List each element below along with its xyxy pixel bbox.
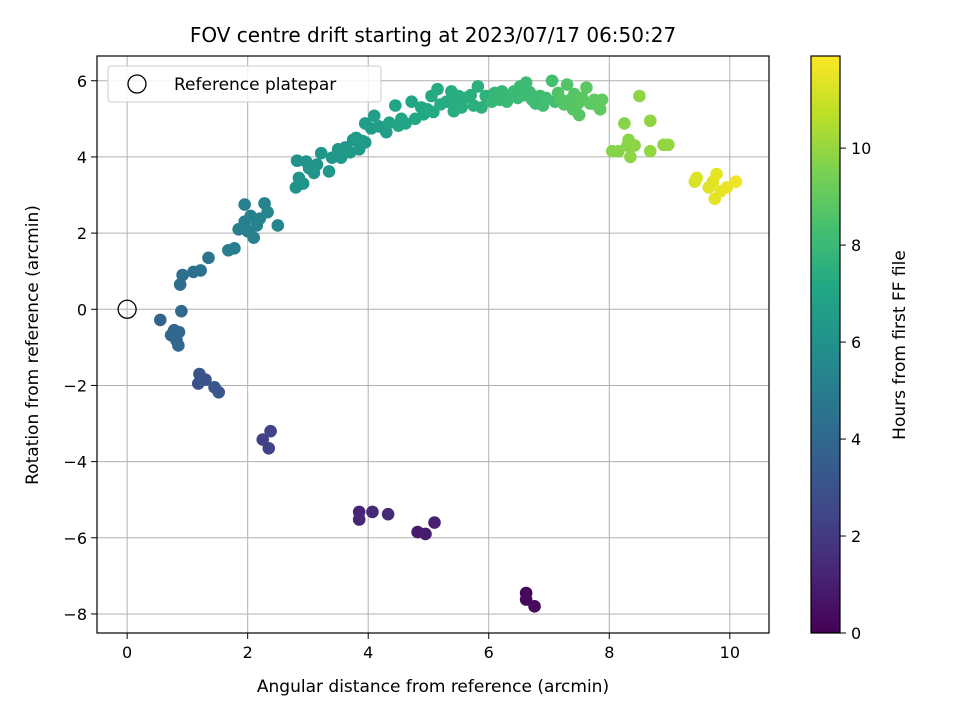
data-point — [399, 117, 412, 130]
colorbar-tick-label: 2 — [851, 527, 861, 546]
data-point — [455, 101, 468, 114]
data-point — [624, 150, 637, 164]
axis-ticks: 0 2 4 6 8 10 −8 −6 −4 −2 0 2 4 6 — [63, 72, 740, 662]
y-tick-label: −4 — [63, 453, 87, 472]
data-point — [194, 264, 207, 277]
data-point — [247, 231, 260, 244]
colorbar-tick-label: 10 — [851, 139, 871, 158]
y-tick-label: 4 — [77, 148, 87, 167]
data-point — [256, 433, 270, 446]
x-tick-label: 2 — [243, 643, 253, 662]
colorbar — [810, 55, 841, 634]
data-point — [560, 78, 574, 91]
data-point — [643, 144, 657, 158]
data-point — [528, 600, 541, 613]
colorbar-tick-label: 6 — [851, 333, 861, 352]
data-point — [172, 325, 186, 339]
data-point — [431, 82, 444, 96]
data-point — [519, 593, 533, 606]
data-point — [633, 89, 646, 103]
data-point — [228, 242, 241, 255]
data-point — [405, 95, 418, 109]
y-tick-label: −2 — [63, 376, 87, 395]
data-point — [519, 76, 533, 89]
data-point — [261, 205, 274, 219]
data-point — [296, 177, 310, 190]
data-point — [379, 125, 393, 139]
data-point — [628, 139, 641, 152]
data-point — [175, 304, 188, 318]
data-point — [593, 103, 607, 116]
data-point — [710, 167, 723, 181]
legend-box — [107, 65, 382, 103]
data-point — [212, 385, 226, 399]
x-tick-label: 10 — [720, 643, 740, 662]
data-point — [419, 527, 432, 541]
data-point — [173, 278, 187, 291]
y-tick-label: −6 — [63, 529, 87, 548]
data-point — [475, 101, 488, 114]
data-point — [545, 74, 559, 88]
x-tick-label: 4 — [363, 643, 373, 662]
data-point — [662, 138, 675, 152]
plot-area — [97, 56, 769, 633]
data-point — [314, 146, 328, 160]
data-point — [202, 251, 215, 265]
y-tick-label: 6 — [77, 72, 87, 91]
legend: Reference platepar — [107, 65, 382, 103]
data-point — [262, 441, 276, 455]
data-point — [264, 424, 277, 438]
y-axis-label: Rotation from reference (arcmin) — [23, 205, 43, 485]
data-point — [580, 81, 593, 94]
chart-title: FOV centre drift starting at 2023/07/17 … — [190, 23, 676, 47]
data-point — [322, 165, 336, 178]
data-point — [358, 136, 372, 149]
data-point — [199, 373, 212, 387]
data-point — [572, 108, 586, 122]
data-point — [618, 117, 631, 130]
y-tick-label: 2 — [77, 224, 87, 243]
data-point — [471, 80, 485, 93]
data-point — [367, 109, 381, 123]
legend-reference-marker — [127, 74, 147, 94]
data-point — [366, 505, 379, 519]
scatter-points — [153, 74, 743, 613]
data-point — [176, 268, 189, 282]
data-point — [271, 219, 285, 232]
colorbar-tick-label: 8 — [851, 236, 861, 255]
x-tick-label: 0 — [122, 643, 132, 662]
y-tick-label: 0 — [77, 300, 87, 319]
data-point — [612, 144, 625, 158]
x-tick-label: 8 — [604, 643, 614, 662]
data-point — [310, 158, 324, 171]
x-tick-label: 6 — [484, 643, 494, 662]
reference-platepar-marker — [117, 299, 137, 319]
data-point — [381, 507, 395, 521]
plot-border — [96, 55, 770, 634]
x-axis-label: Angular distance from reference (arcmin) — [257, 677, 609, 697]
data-point — [690, 171, 703, 185]
data-point — [428, 516, 441, 529]
data-point — [729, 175, 743, 188]
colorbar-label: Hours from first FF file — [890, 250, 910, 440]
data-point — [238, 198, 251, 211]
data-point — [389, 99, 402, 112]
data-point — [440, 95, 453, 109]
data-point — [352, 513, 366, 526]
data-point — [464, 88, 477, 102]
colorbar-ticks: 0 2 4 6 8 10 — [840, 139, 871, 643]
data-point — [720, 181, 734, 194]
data-point — [643, 114, 657, 128]
data-point — [595, 93, 609, 107]
colorbar-tick-label: 0 — [851, 624, 861, 643]
data-point — [153, 313, 167, 327]
legend-entry-reference-platepar: Reference platepar — [174, 75, 336, 95]
y-tick-label: −8 — [63, 605, 87, 624]
data-point — [172, 339, 185, 352]
colorbar-tick-label: 4 — [851, 430, 861, 449]
data-point — [290, 154, 304, 168]
grid-lines — [97, 56, 769, 633]
